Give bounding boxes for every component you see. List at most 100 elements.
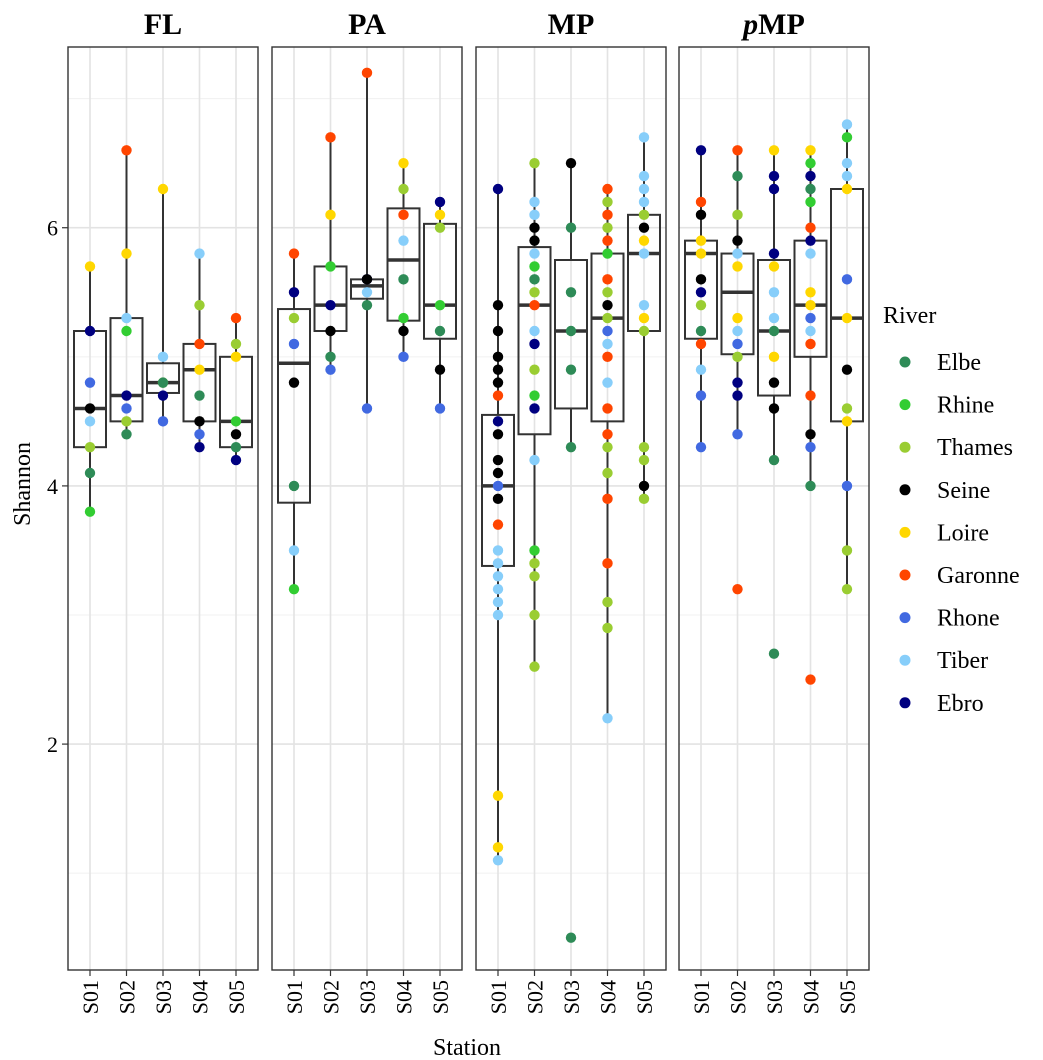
data-point (288, 583, 300, 595)
data-point (288, 338, 300, 350)
data-point (434, 299, 446, 311)
data-point (398, 209, 409, 221)
data-point (565, 325, 577, 337)
data-point (194, 429, 205, 440)
data-point (602, 713, 613, 724)
data-point (492, 183, 504, 195)
data-point (434, 403, 446, 414)
data-point (602, 287, 613, 298)
data-point (492, 571, 504, 582)
data-point (529, 403, 540, 414)
data-point (230, 338, 242, 350)
data-point (288, 312, 300, 324)
data-point (602, 338, 613, 350)
data-point (805, 235, 816, 246)
data-point (638, 325, 650, 337)
facet-PA: PA S01 S02 S03 S04 S05 (271, 8, 463, 1014)
data-point (695, 390, 707, 401)
legend-item-rhone: Rhone (899, 606, 1000, 632)
data-point (768, 403, 780, 414)
data-point (602, 403, 613, 414)
data-point (529, 661, 540, 672)
data-point (230, 441, 242, 453)
data-point (805, 441, 816, 453)
data-point (230, 351, 242, 363)
data-point (230, 416, 242, 427)
data-point (841, 312, 853, 324)
data-point (732, 209, 743, 221)
data-point (325, 325, 336, 337)
data-point (398, 157, 409, 169)
data-point (325, 261, 336, 272)
legend-item-ebro: Ebro (899, 691, 984, 717)
data-point (492, 299, 504, 311)
data-point (361, 299, 373, 311)
data-point (602, 325, 613, 337)
data-point (602, 429, 613, 440)
data-point (492, 493, 504, 505)
data-point (492, 609, 504, 621)
facet-FL: FL S01 S02 S03 S04 S05 (67, 8, 259, 1014)
data-point (565, 441, 577, 453)
data-point (157, 390, 169, 401)
data-point (602, 596, 613, 608)
data-point (695, 145, 707, 156)
data-point (805, 196, 816, 208)
data-point (768, 312, 780, 324)
data-point (732, 170, 743, 182)
x-tick-label: S04 (799, 980, 824, 1014)
data-point (288, 545, 300, 556)
legend-swatch (899, 356, 911, 368)
data-point (695, 235, 707, 246)
data-point (194, 441, 205, 453)
data-point (841, 132, 853, 143)
data-point (638, 235, 650, 246)
data-point (361, 274, 373, 285)
y-axis: 2 4 6 (47, 216, 68, 757)
data-point (84, 325, 96, 337)
legend-swatch (899, 441, 911, 453)
data-point (565, 222, 577, 233)
legend-label: Loire (937, 520, 989, 546)
legend-swatch (899, 697, 911, 709)
data-point (638, 441, 650, 453)
legend-item-thames: Thames (899, 435, 1013, 461)
data-point (361, 287, 373, 298)
data-point (492, 429, 504, 440)
legend-swatch (899, 484, 911, 496)
data-point (732, 351, 743, 363)
data-point (529, 571, 540, 582)
data-point (288, 287, 300, 298)
legend-item-seine: Seine (899, 478, 990, 504)
legend: River Elbe Rhine Thames Seine Loire Garonne Rh… (883, 303, 1020, 717)
data-point (768, 248, 780, 259)
box (757, 259, 791, 397)
data-point (529, 325, 540, 337)
data-point (529, 609, 540, 621)
data-point (157, 183, 169, 195)
data-point (841, 157, 853, 169)
data-point (288, 480, 300, 492)
data-point (492, 377, 504, 388)
x-tick-label: S05 (428, 980, 453, 1014)
data-point (602, 209, 613, 221)
data-point (768, 351, 780, 363)
facet-pMP: pMP S01 S02 S03 S04 S05 (678, 8, 870, 1014)
data-point (434, 364, 446, 375)
box (277, 308, 311, 504)
data-point (841, 364, 853, 375)
data-point (805, 222, 816, 233)
data-point (602, 377, 613, 388)
data-point (529, 222, 540, 233)
data-point (695, 441, 707, 453)
data-point (602, 351, 613, 363)
data-point (841, 170, 853, 182)
legend-swatch (899, 569, 911, 581)
data-point (768, 145, 780, 156)
data-point (768, 183, 780, 195)
data-point (638, 222, 650, 233)
data-point (434, 222, 446, 233)
data-point (492, 855, 504, 866)
boxplot-S03 (350, 72, 384, 409)
data-point (841, 183, 853, 195)
